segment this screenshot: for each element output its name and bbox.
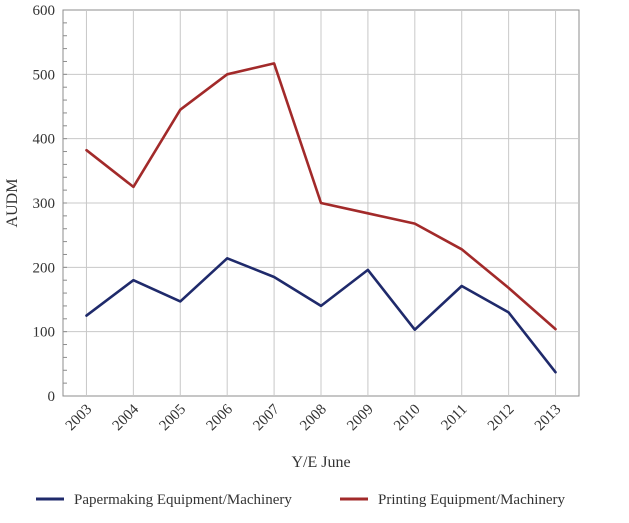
- x-tick-label: 2007: [250, 401, 283, 434]
- legend-label-printing: Printing Equipment/Machinery: [378, 492, 566, 508]
- x-tick-labels: 2003 2004 2005 2006 2007 2008 2009 2010 2011 2012…: [63, 401, 565, 434]
- x-tick-label: 2013: [532, 402, 565, 435]
- x-axis-title: Y/E June: [291, 454, 350, 471]
- y-tick-label: 500: [33, 67, 56, 83]
- y-tick-labels: 0 100 200 300 400 500 600: [33, 3, 56, 405]
- x-tick-label: 2012: [485, 402, 518, 435]
- grid-lines: [63, 9, 579, 397]
- y-tick-label: 300: [33, 196, 56, 212]
- x-tick-label: 2008: [297, 402, 330, 435]
- y-tick-label: 100: [33, 325, 56, 341]
- y-tick-label: 600: [33, 3, 56, 19]
- x-tick-label: 2010: [391, 402, 424, 435]
- x-tick-label: 2004: [110, 401, 143, 434]
- legend-label-papermaking: Papermaking Equipment/Machinery: [74, 492, 292, 508]
- y-tick-label: 0: [48, 389, 56, 405]
- x-tick-label: 2005: [157, 402, 190, 435]
- series-line-papermaking: [85, 256, 557, 374]
- series-line-printing: [85, 62, 557, 331]
- y-tick-label: 200: [33, 260, 56, 276]
- y-tick-label: 400: [33, 132, 56, 148]
- x-tick-label: 2011: [438, 402, 470, 434]
- x-tick-label: 2003: [63, 402, 96, 435]
- y-axis-title: AUDM: [4, 179, 21, 228]
- legend: Papermaking Equipment/Machinery Printing…: [36, 492, 566, 508]
- series-lines: [85, 62, 557, 374]
- x-tick-label: 2006: [203, 401, 236, 434]
- x-tick-label: 2009: [344, 402, 377, 435]
